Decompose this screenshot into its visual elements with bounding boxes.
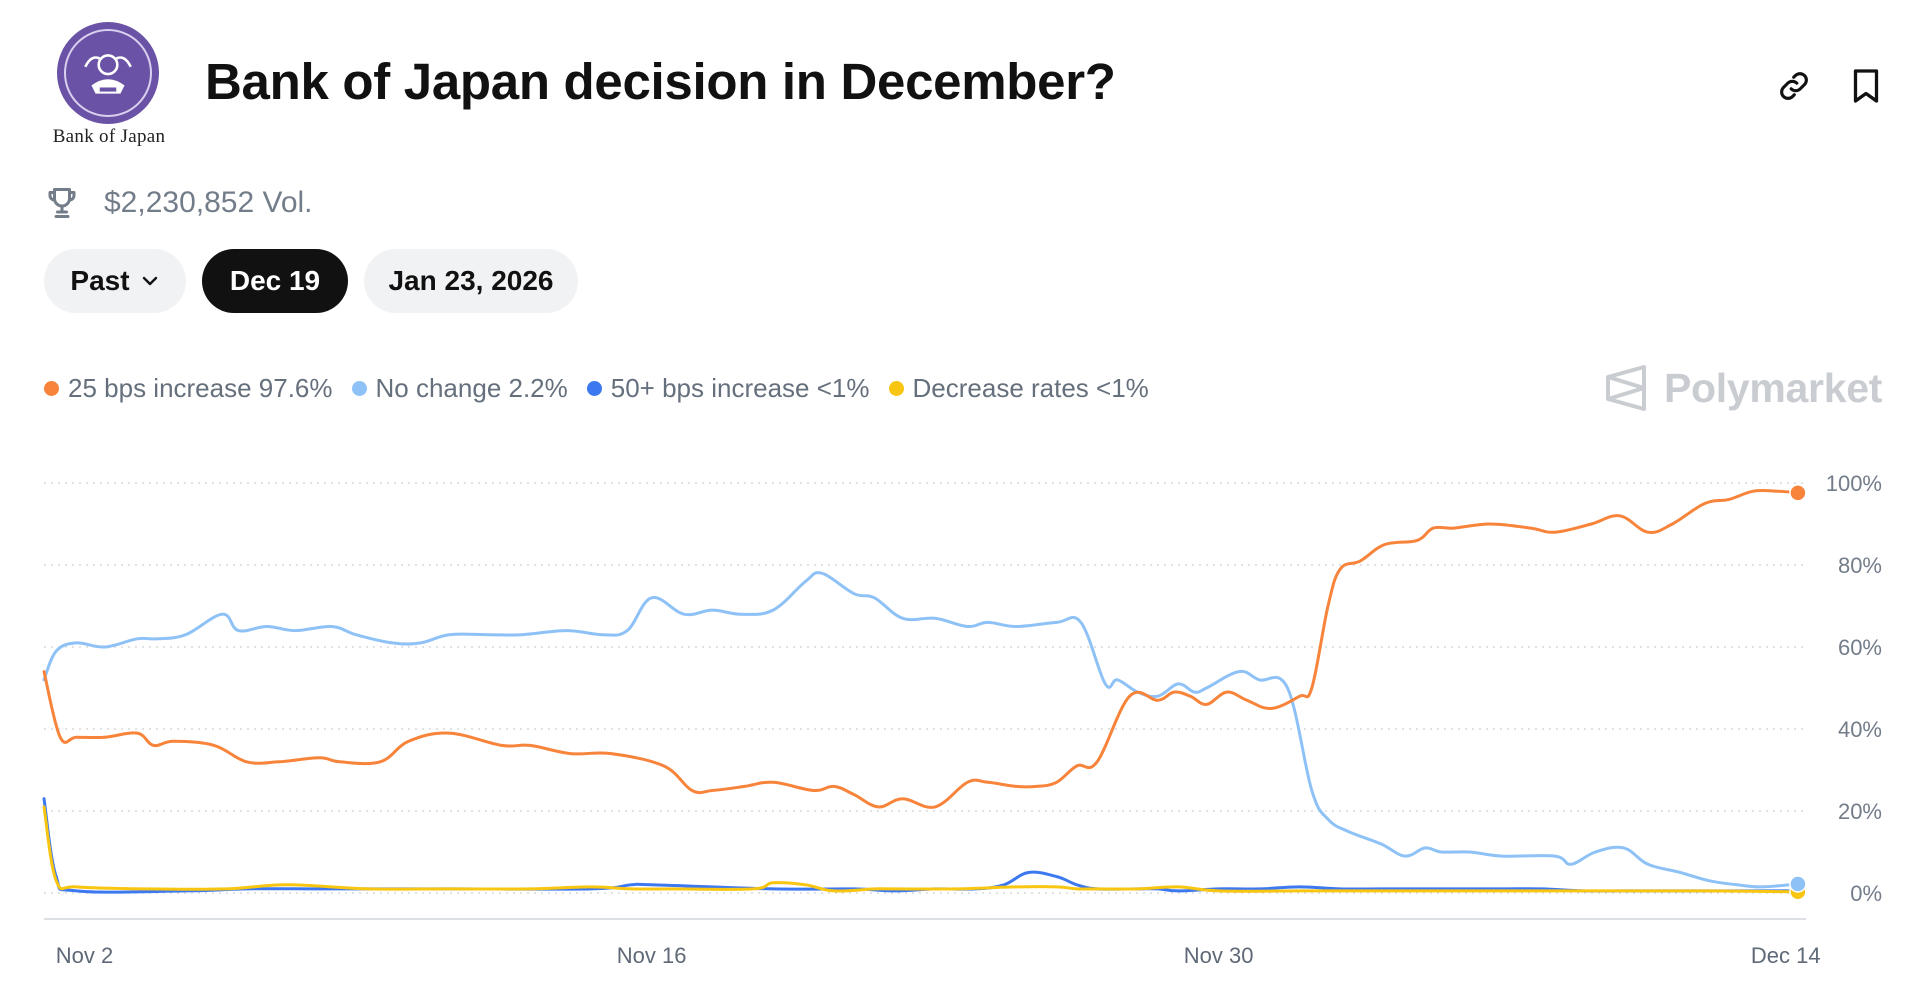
x-tick-label: Nov 2 <box>56 943 113 968</box>
legend-dot <box>44 380 59 396</box>
legend-item: Decrease rates <1% <box>888 372 1149 404</box>
marker-layer <box>1789 484 1807 901</box>
probability-chart: 0% 20% 40% 60% 80% 100% Nov 2 Nov 16 Nov 30 Dec … <box>42 471 1882 968</box>
y-axis-ticks: 0% 20% 40% 60% 80% 100% <box>1826 471 1882 906</box>
x-tick-label: Nov 30 <box>1184 943 1254 968</box>
logo-emblem <box>57 22 159 124</box>
legend-label: 25 bps increase 97.6% <box>68 372 333 403</box>
legend-label: Decrease rates <1% <box>912 372 1149 403</box>
polymarket-logo-icon <box>1606 365 1646 411</box>
bookmark-button[interactable] <box>1846 66 1886 106</box>
y-tick-label: 0% <box>1850 881 1882 906</box>
series-line-decrease-rates <box>42 805 1800 894</box>
volume-text: $2,230,852 Vol. <box>104 186 313 219</box>
chart-legend: 25 bps increase 97.6% No change 2.2% 50+… <box>44 370 1168 406</box>
end-point-no-change <box>1789 875 1807 893</box>
legend-item: 50+ bps increase <1% <box>586 372 870 404</box>
copy-link-button[interactable] <box>1774 66 1814 106</box>
legend-dot <box>586 380 602 396</box>
series-layer <box>42 488 1800 894</box>
chevron-down-icon <box>142 276 157 286</box>
legend-label: 50+ bps increase <1% <box>610 372 870 403</box>
legend-dot <box>888 380 904 396</box>
legend-label: No change 2.2% <box>375 372 568 403</box>
y-tick-label: 60% <box>1838 635 1882 660</box>
legend-item: 25 bps increase 97.6% <box>44 373 333 404</box>
trophy-icon <box>48 188 76 218</box>
bank-of-japan-logo: Bank of Japan <box>44 20 174 150</box>
x-tick-label: Dec 14 <box>1751 943 1821 968</box>
past-dropdown[interactable]: Past <box>44 249 186 313</box>
series-line-no-change <box>42 571 1800 889</box>
series-line-25-bps-increase <box>42 488 1800 809</box>
y-tick-label: 40% <box>1838 717 1882 742</box>
grid-layer <box>44 482 1806 894</box>
link-icon <box>1780 72 1808 100</box>
bookmark-icon <box>1853 69 1879 103</box>
legend-dot <box>351 380 367 396</box>
legend-item: No change 2.2% <box>351 372 568 404</box>
end-point-25-bps-increase <box>1789 484 1807 502</box>
y-tick-label: 80% <box>1838 553 1882 578</box>
polymarket-wordmark: Polymarket <box>1664 364 1883 411</box>
date-tab-jan-23[interactable]: Jan 23, 2026 <box>364 249 578 313</box>
past-label: Past <box>70 265 130 296</box>
polymarket-brand: Polymarket <box>1604 360 1882 416</box>
series-line-50-bps-increase <box>42 797 1800 894</box>
date-tab-dec-19[interactable]: Dec 19 <box>202 249 348 313</box>
x-axis-ticks: Nov 2 Nov 16 Nov 30 Dec 14 <box>56 943 1821 968</box>
page-title: Bank of Japan decision in December? <box>205 53 1116 110</box>
volume-row: $2,230,852 Vol. <box>44 183 313 223</box>
y-tick-label: 100% <box>1826 471 1882 496</box>
logo-text: Bank of Japan <box>52 126 166 147</box>
y-tick-label: 20% <box>1838 799 1882 824</box>
x-tick-label: Nov 16 <box>617 943 687 968</box>
